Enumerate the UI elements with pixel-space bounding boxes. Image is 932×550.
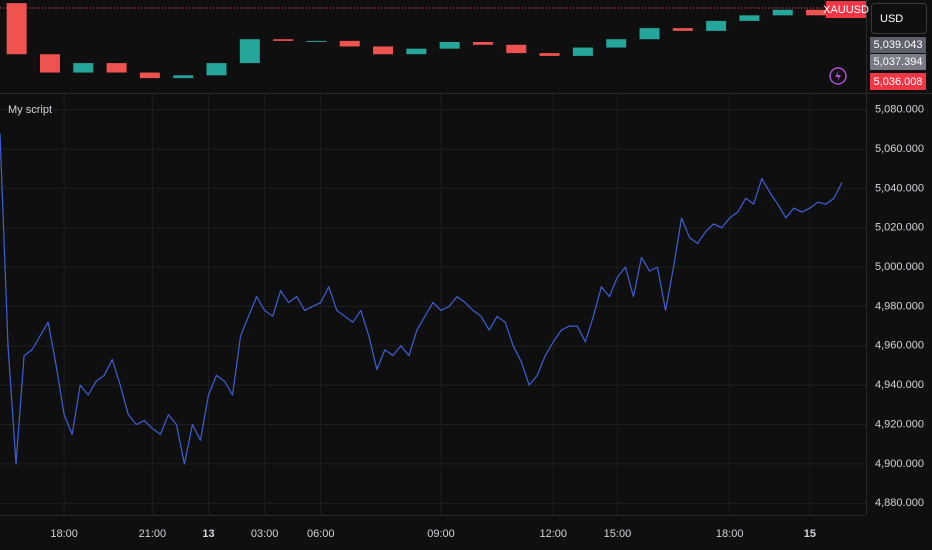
symbol-badge [826,1,866,18]
candle [173,75,194,79]
candle [206,63,227,76]
x-tick-label: 12:00 [540,528,568,540]
x-tick-label: 06:00 [307,528,335,540]
y-tick-label: 4,920.000 [875,418,924,430]
x-tick-label: 15 [804,528,816,540]
candle [6,3,27,55]
y-tick-label: 5,080.000 [875,104,924,116]
candle [506,44,527,54]
x-tick-label: 21:00 [139,528,167,540]
candle [239,39,260,64]
x-tick-label: 03:00 [251,528,279,540]
candle [772,9,793,16]
candle [739,15,760,21]
y-tick-label: 5,020.000 [875,222,924,234]
price-badge [870,37,926,53]
candle [106,63,127,73]
candle [73,63,94,73]
candle [439,42,460,49]
y-tick-label: 5,000.000 [875,261,924,273]
candle [639,28,660,40]
candle [339,40,360,47]
symbol-label: XAUUSD [823,4,869,16]
candle [139,72,160,79]
candle [373,46,394,55]
alert-icon-bolt [835,70,841,82]
currency-button[interactable] [871,3,927,34]
y-tick-label: 4,960.000 [875,340,924,352]
candle [806,9,827,16]
candle [539,53,560,56]
y-tick-label: 4,900.000 [875,458,924,470]
candle [706,20,727,31]
x-tick-label: 18:00 [716,528,744,540]
candle [273,39,294,41]
price-label: 5,039.043 [874,39,923,51]
x-tick-label: 18:00 [50,528,78,540]
y-tick-label: 4,980.000 [875,300,924,312]
candle [606,39,627,48]
alert-icon[interactable] [829,67,847,85]
y-tick-label: 5,040.000 [875,182,924,194]
x-tick-label: 15:00 [604,528,632,540]
indicator-title[interactable]: My script [8,104,52,116]
y-tick-label: 4,880.000 [875,497,924,509]
x-tick-label: 09:00 [427,528,455,540]
x-tick-label: 13 [202,528,214,540]
candle [306,40,327,42]
price-label: 5,036.008 [874,76,923,88]
candle [39,54,60,73]
price-badge [870,73,926,90]
candle [672,28,693,31]
price-label: 5,037.394 [874,56,923,68]
candle [406,48,427,55]
y-tick-label: 4,940.000 [875,379,924,391]
candle [472,42,493,45]
y-tick-label: 5,060.000 [875,143,924,155]
price-badge [870,54,926,70]
candle [572,47,593,56]
currency-label[interactable]: USD [880,13,903,25]
indicator-line [0,133,843,465]
